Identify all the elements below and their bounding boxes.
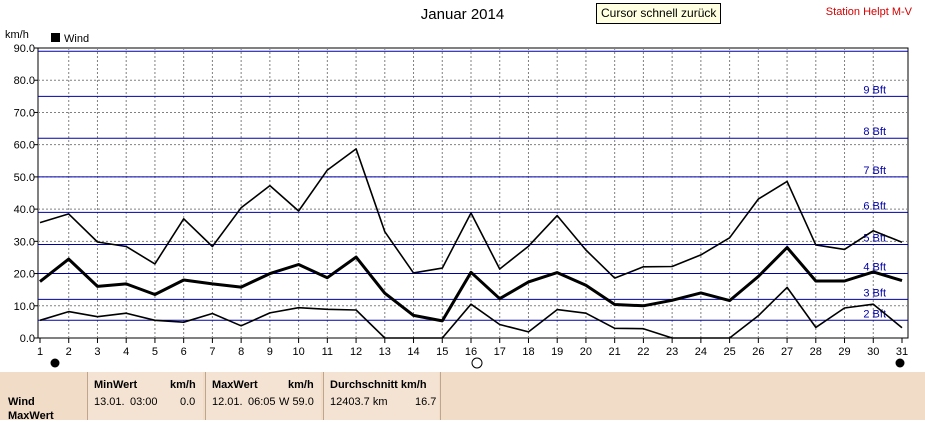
y-tick-label: 40.0 xyxy=(14,204,35,216)
bft-label: 6 Bft xyxy=(863,200,886,212)
divider xyxy=(323,372,324,420)
x-tick-label: 25 xyxy=(723,346,735,358)
x-tick-label: 10 xyxy=(292,346,304,358)
x-tick-label: 19 xyxy=(551,346,563,358)
x-tick-label: 4 xyxy=(123,346,129,358)
cursor-marker xyxy=(471,357,483,369)
min-cell xyxy=(88,372,203,420)
row-label-wind: Wind xyxy=(8,396,35,408)
x-tick-label: 12 xyxy=(350,346,362,358)
y-tick-label: 80.0 xyxy=(14,75,35,87)
min-header: MinWert xyxy=(94,379,138,391)
x-tick-label: 20 xyxy=(580,346,592,358)
cursor-start-marker xyxy=(50,358,60,368)
y-tick-label: 90.0 xyxy=(14,43,35,55)
x-tick-label: 1 xyxy=(37,346,43,358)
station-name: Station Helpt M-V xyxy=(825,6,912,18)
bft-label: 8 Bft xyxy=(863,126,886,138)
max-unit: km/h xyxy=(288,379,314,391)
y-axis-label: km/h xyxy=(5,29,29,41)
x-tick-label: 26 xyxy=(752,346,764,358)
cursor-back-tooltip: Cursor schnell zurück xyxy=(596,3,722,24)
x-tick-label: 11 xyxy=(322,346,333,358)
x-tick-label: 30 xyxy=(867,346,879,358)
max-value: W 59.0 xyxy=(279,396,314,408)
max-date: 12.01. xyxy=(212,396,243,408)
series-line-max xyxy=(39,148,903,279)
bft-label: 4 Bft xyxy=(863,262,886,274)
plot-area xyxy=(37,47,909,339)
x-tick-label: 18 xyxy=(522,346,534,358)
bft-label: 5 Bft xyxy=(863,233,886,245)
avg-value: 16.7 xyxy=(415,396,437,408)
max-header: MaxWert xyxy=(212,379,258,391)
x-tick-label: 21 xyxy=(609,346,621,358)
avg-cell xyxy=(324,372,439,420)
avg-distance: 12403.7 km xyxy=(330,396,388,408)
min-value: 0.0 xyxy=(180,396,196,408)
cursor-end-marker xyxy=(895,358,905,368)
stats-panel: Wind MaxWert MinWert km/h 13.01. 03:00 0… xyxy=(0,372,925,422)
x-tick-label: 22 xyxy=(637,346,649,358)
y-tick-label: 60.0 xyxy=(14,140,35,152)
max-cell xyxy=(206,372,321,420)
y-tick-label: 50.0 xyxy=(14,172,35,184)
x-tick-label: 13 xyxy=(379,346,391,358)
x-tick-label: 14 xyxy=(407,346,419,358)
x-tick-label: 23 xyxy=(666,346,678,358)
min-date: 13.01. xyxy=(94,396,125,408)
x-tick-label: 7 xyxy=(209,346,215,358)
divider xyxy=(440,372,441,420)
min-unit: km/h xyxy=(170,379,196,391)
series-line-avg xyxy=(39,246,903,323)
x-tick-label: 3 xyxy=(94,346,100,358)
bft-label: 2 Bft xyxy=(863,308,886,320)
bft-label: 7 Bft xyxy=(863,165,886,177)
y-tick-label: 10.0 xyxy=(14,301,35,313)
divider xyxy=(205,372,206,420)
bft-label: 3 Bft xyxy=(863,287,886,299)
y-tick-label: 20.0 xyxy=(14,269,35,281)
legend-swatch xyxy=(51,33,60,42)
bft-label: 9 Bft xyxy=(863,84,886,96)
row-label-maxwert: MaxWert xyxy=(8,410,54,422)
series-line-min xyxy=(39,286,903,339)
y-tick-label: 70.0 xyxy=(14,107,35,119)
legend-label: Wind xyxy=(64,33,89,45)
max-time: 06:05 xyxy=(248,396,276,408)
y-tick-label: 30.0 xyxy=(14,236,35,248)
x-tick-label: 27 xyxy=(781,346,793,358)
x-tick-label: 24 xyxy=(695,346,707,358)
x-tick-label: 17 xyxy=(494,346,506,358)
wind-chart: 0.0 10.0 20.0 30.0 40.0 50.0 60.0 70.0 80.0 90.0 1… xyxy=(5,29,909,369)
y-tick-label: 0.0 xyxy=(20,333,35,345)
x-tick-label: 31 xyxy=(896,346,908,358)
x-tick-label: 2 xyxy=(66,346,72,358)
x-tick-label: 9 xyxy=(267,346,273,358)
x-tick-label: 16 xyxy=(465,346,477,358)
x-tick-label: 28 xyxy=(810,346,822,358)
x-tick-label: 29 xyxy=(838,346,850,358)
x-tick-label: 5 xyxy=(152,346,158,358)
x-tick-label: 15 xyxy=(436,346,448,358)
x-tick-label: 8 xyxy=(238,346,244,358)
avg-header: Durchschnitt km/h xyxy=(330,379,427,391)
min-time: 03:00 xyxy=(130,396,158,408)
divider xyxy=(87,372,88,420)
x-tick-label: 6 xyxy=(181,346,187,358)
